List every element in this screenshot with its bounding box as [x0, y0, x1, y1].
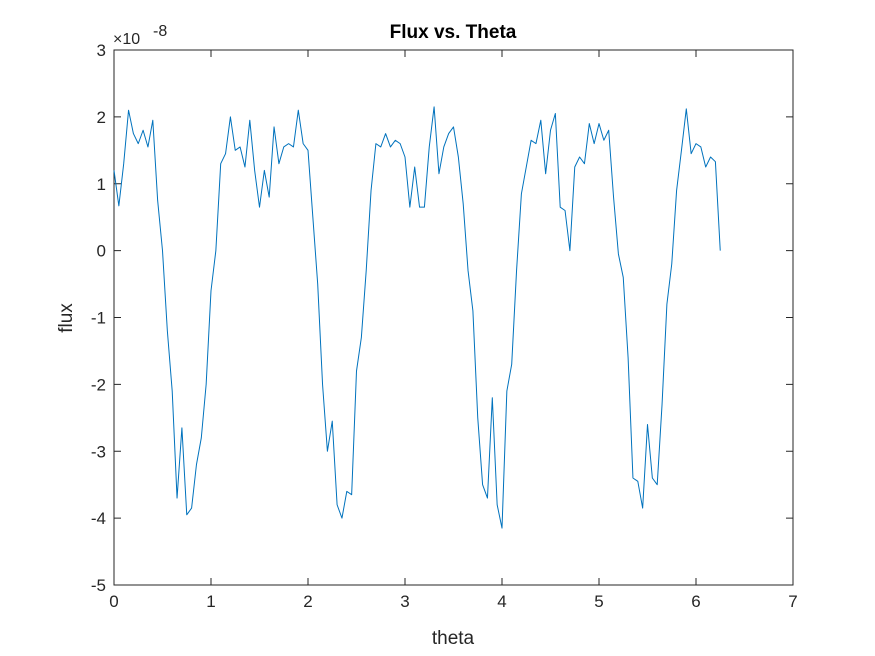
- x-ticks: 0 1 2 3 4 5 6 7: [109, 50, 798, 611]
- y-tick-label: -1: [91, 309, 106, 328]
- chart-title: Flux vs. Theta: [390, 22, 517, 43]
- axes-box: [113, 49, 794, 586]
- y-tick-label: 0: [97, 242, 106, 261]
- y-tick-label: -5: [91, 576, 106, 595]
- x-tick-label: 5: [594, 592, 603, 611]
- x-tick-label: 3: [400, 592, 409, 611]
- x-tick-label: 4: [497, 592, 506, 611]
- y-exponent-power: -8: [153, 23, 167, 40]
- x-tick-label: 0: [109, 592, 118, 611]
- series-line: [113, 106, 721, 529]
- y-axis-label: flux: [56, 303, 77, 333]
- y-tick-label: 3: [97, 41, 106, 60]
- axes-frame: [113, 49, 794, 586]
- y-tick-label: -2: [91, 375, 106, 394]
- series-layer: [113, 106, 721, 529]
- y-tick-label: 1: [97, 175, 106, 194]
- y-tick-label: -3: [91, 442, 106, 461]
- x-tick-label: 2: [303, 592, 312, 611]
- y-tick-label: -4: [91, 509, 106, 528]
- y-exponent-base: ×10: [113, 31, 140, 48]
- x-tick-label: 6: [691, 592, 700, 611]
- x-axis-label: theta: [432, 628, 475, 649]
- x-tick-label: 7: [788, 592, 797, 611]
- y-tick-label: 2: [97, 108, 106, 127]
- x-tick-label: 1: [206, 592, 215, 611]
- y-ticks: -5 -4 -3 -2 -1 0 1 2 3: [91, 41, 793, 595]
